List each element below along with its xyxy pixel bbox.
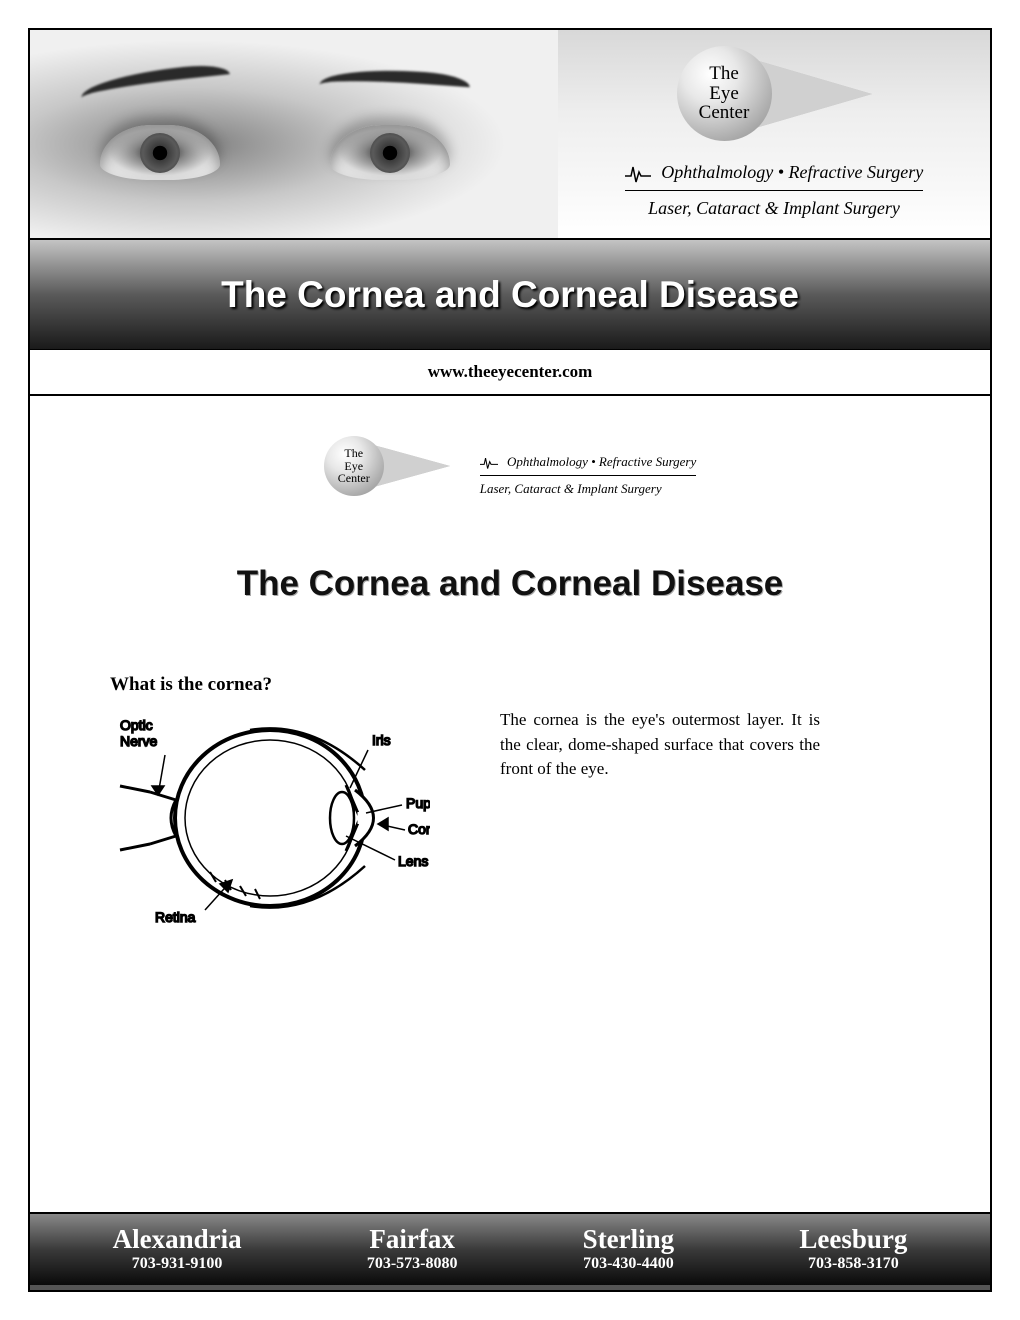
ekg-icon — [480, 456, 498, 470]
location-item: Sterling 703-430-4400 — [583, 1224, 675, 1273]
eyebrow-decoration — [319, 65, 470, 95]
location-city: Sterling — [583, 1224, 675, 1255]
logo-area: The Eye Center Ophthalmology • Refractiv… — [558, 30, 990, 238]
url-strip: www.theeyecenter.com — [30, 350, 990, 396]
location-item: Leesburg 703-858-3170 — [799, 1224, 907, 1273]
inline-tagline: Ophthalmology • Refractive Surgery Laser… — [480, 452, 697, 498]
logo-tagline: Ophthalmology • Refractive Surgery Laser… — [625, 159, 924, 222]
body-title: The Cornea and Corneal Disease — [80, 564, 940, 604]
page-title: The Cornea and Corneal Disease — [221, 274, 799, 316]
location-city: Alexandria — [113, 1224, 242, 1255]
logo-text-line: The — [344, 447, 363, 460]
logo-sphere-icon: The Eye Center — [324, 436, 384, 496]
page-frame: The Eye Center Ophthalmology • Refractiv… — [28, 28, 992, 1292]
body-paragraph: The cornea is the eye's outermost layer.… — [500, 674, 820, 782]
inline-logo: The Eye Center Ophthalmology • Refractiv… — [324, 436, 697, 514]
ekg-icon — [625, 164, 651, 184]
location-phone: 703-858-3170 — [799, 1255, 907, 1273]
location-phone: 703-430-4400 — [583, 1255, 675, 1273]
eye-decoration — [330, 125, 450, 180]
location-item: Fairfax 703-573-8080 — [367, 1224, 458, 1273]
inline-tagline-line1: Ophthalmology • Refractive Surgery — [507, 454, 696, 469]
location-phone: 703-931-9100 — [113, 1255, 242, 1273]
logo-text-line: The — [709, 64, 739, 84]
inline-logo-mark: The Eye Center — [324, 436, 450, 496]
label-lens: Lens — [398, 853, 428, 869]
iris-decoration — [370, 133, 410, 173]
footer-locations: Alexandria 703-931-9100 Fairfax 703-573-… — [30, 1212, 990, 1290]
logo-sphere-icon: The Eye Center — [677, 46, 772, 141]
label-optic-nerve: Optic — [120, 717, 153, 733]
label-cornea: Cornea — [408, 821, 430, 837]
header-banner: The Eye Center Ophthalmology • Refractiv… — [30, 30, 990, 240]
eye-decoration — [100, 125, 220, 180]
content-left: What is the cornea? — [110, 674, 450, 935]
label-optic-nerve2: Nerve — [120, 733, 158, 749]
tagline-divider — [625, 190, 924, 191]
body-content: The Eye Center Ophthalmology • Refractiv… — [30, 396, 990, 1212]
title-strip: The Cornea and Corneal Disease — [30, 240, 990, 350]
logo-text-line: Center — [338, 472, 370, 485]
eyebrow-decoration — [79, 62, 230, 98]
location-phone: 703-573-8080 — [367, 1255, 458, 1273]
inline-tagline-divider — [480, 475, 697, 476]
eye-diagram: Optic Nerve Iris Pupil Cornea — [110, 700, 430, 930]
tagline-line2: Laser, Cataract & Implant Surgery — [648, 198, 900, 218]
section-heading: What is the cornea? — [110, 674, 450, 696]
location-city: Leesburg — [799, 1224, 907, 1255]
location-city: Fairfax — [367, 1224, 458, 1255]
website-url: www.theeyecenter.com — [428, 362, 593, 381]
tagline-line1: Ophthalmology • Refractive Surgery — [661, 162, 923, 182]
logo-mark: The Eye Center — [677, 46, 872, 141]
content-row: What is the cornea? — [80, 674, 940, 935]
logo-text-line: Center — [699, 103, 750, 123]
inline-tagline-line2: Laser, Cataract & Implant Surgery — [480, 481, 662, 496]
label-pupil: Pupil — [406, 795, 430, 811]
iris-decoration — [140, 133, 180, 173]
logo-text-line: Eye — [709, 84, 739, 104]
label-iris: Iris — [372, 732, 391, 748]
eyes-photo — [30, 30, 558, 238]
label-retina: Retina — [155, 909, 196, 925]
location-item: Alexandria 703-931-9100 — [113, 1224, 242, 1273]
